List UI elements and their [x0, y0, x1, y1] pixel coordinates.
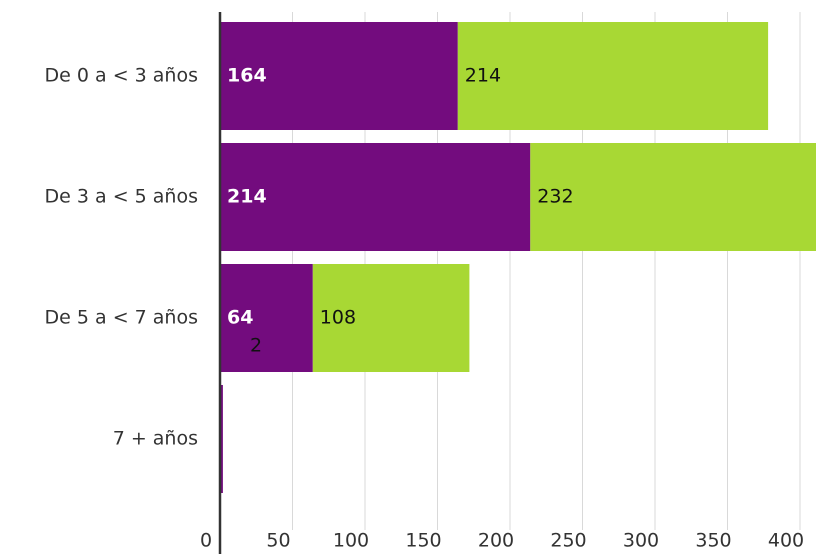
- x-tick-label: 350: [695, 530, 731, 552]
- labels: 0 50 100 150 200 250 300 350 400 De 0 a < 3 años 1…: [45, 65, 805, 552]
- bar: [220, 385, 223, 493]
- x-tick-label: 300: [623, 530, 659, 552]
- x-tick-label: 400: [768, 530, 804, 552]
- bar: [220, 264, 313, 372]
- bar: [220, 22, 458, 130]
- x-tick-label: 200: [478, 530, 514, 552]
- value-label: 164: [227, 65, 267, 87]
- value-label: 108: [320, 307, 356, 329]
- value-label: 2: [250, 335, 262, 357]
- y-tick-label: De 5 a < 7 años: [45, 307, 198, 329]
- bar: [312, 264, 470, 372]
- bars: [220, 22, 816, 493]
- x-tick-label: 250: [550, 530, 586, 552]
- x-tick-label: 50: [266, 530, 290, 552]
- bar: [530, 143, 816, 251]
- bar: [457, 22, 769, 130]
- x-tick-label: 100: [333, 530, 369, 552]
- x-tick-label: 150: [405, 530, 441, 552]
- y-tick-label: 7 + años: [113, 428, 198, 450]
- value-label: 214: [465, 65, 501, 87]
- value-label: 64: [227, 307, 253, 329]
- y-tick-label: De 0 a < 3 años: [45, 65, 198, 87]
- x-tick-label: 0: [200, 530, 212, 552]
- bar: [220, 143, 531, 251]
- value-label: 214: [227, 186, 267, 208]
- y-tick-label: De 3 a < 5 años: [45, 186, 198, 208]
- value-label: 232: [537, 186, 573, 208]
